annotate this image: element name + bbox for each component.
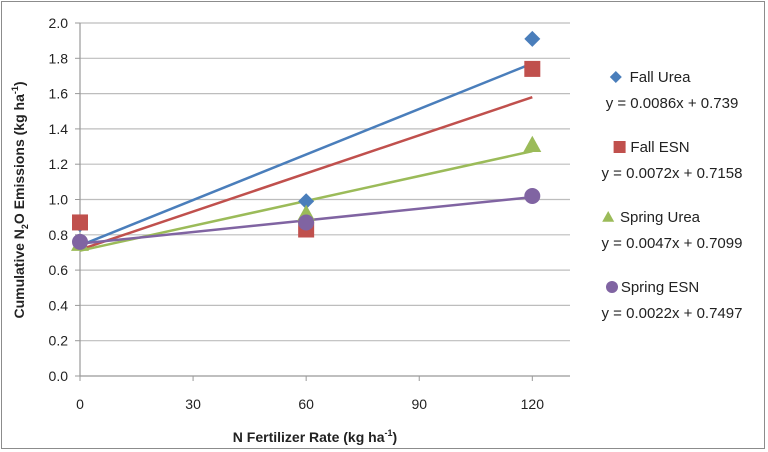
legend-equation-fall-esn: y = 0.0072x + 0.7158	[602, 165, 743, 182]
legend-marker-fall-esn	[613, 141, 626, 153]
x-tick-label: 60	[298, 396, 314, 412]
legend-label-fall-esn: Fall ESN	[630, 139, 689, 156]
data-point-spring-esn	[298, 214, 315, 231]
trendline-fall-urea	[79, 62, 533, 247]
x-tick-label: 30	[185, 396, 201, 412]
y-axis-title-end: )	[11, 81, 27, 86]
y-axis-title-mid: O Emissions (kg ha	[11, 94, 27, 224]
data-point-spring-urea	[523, 135, 542, 152]
legend-marker-spring-esn	[606, 281, 618, 293]
y-tick-label: 0.2	[49, 333, 69, 349]
data-points	[71, 30, 542, 251]
x-axis-title-end: )	[393, 429, 398, 445]
legend-marker-spring-urea	[602, 211, 615, 222]
y-tick-label: 1.6	[49, 86, 69, 102]
y-tick-label: 0.4	[49, 297, 69, 313]
y-axis-title: Cumulative N2O Emissions (kg ha-1)	[10, 81, 30, 318]
legend-equation-spring-urea: y = 0.0047x + 0.7099	[602, 235, 743, 252]
legend-equation-spring-esn: y = 0.0022x + 0.7497	[602, 305, 743, 322]
trendline-fall-esn	[79, 95, 533, 251]
data-point-fall-esn	[72, 214, 88, 231]
y-tick-label: 1.8	[49, 50, 69, 66]
y-tick-label: 2.0	[49, 15, 69, 31]
data-point-spring-esn	[72, 233, 88, 250]
x-tick-label: 90	[411, 396, 427, 412]
y-tick-label: 1.4	[49, 121, 69, 137]
data-point-fall-esn	[524, 60, 541, 77]
y-tick-label: 0.0	[49, 368, 69, 384]
legend-label-spring-urea: Spring Urea	[620, 209, 701, 226]
y-tick-label: 0.6	[49, 262, 69, 278]
legend-marker-fall-urea	[609, 71, 622, 83]
y-axis-title-sub: 2	[20, 224, 30, 229]
y-axis-title-sup: -1	[10, 86, 20, 94]
x-axis-title-main: N Fertilizer Rate (kg ha	[233, 429, 385, 445]
x-axis-title: N Fertilizer Rate (kg ha-1)	[233, 428, 397, 445]
data-point-fall-urea	[298, 193, 315, 210]
axes: 0.0 0.2 0.4 0.6 0.8 1.0 1.2 1.4 1.6 1.8 2.0 0 30 60 90…	[49, 15, 570, 412]
x-tick-label: 120	[521, 396, 545, 412]
gridlines	[80, 22, 570, 342]
legend: Fall Urea y = 0.0086x + 0.739 Fall ESN y = …	[602, 69, 743, 322]
y-tick-label: 1.0	[49, 192, 69, 208]
legend-label-fall-urea: Fall Urea	[630, 69, 692, 86]
data-point-fall-urea	[524, 30, 541, 47]
y-tick-label: 1.2	[49, 156, 69, 172]
data-point-spring-esn	[524, 187, 541, 204]
x-axis-title-sup: -1	[385, 428, 393, 438]
x-tick-label: 0	[76, 396, 84, 412]
legend-equation-fall-urea: y = 0.0086x + 0.739	[606, 95, 739, 112]
legend-label-spring-esn: Spring ESN	[621, 279, 699, 296]
y-axis-title-main: Cumulative N	[11, 229, 27, 318]
y-tick-label: 0.8	[49, 227, 69, 243]
